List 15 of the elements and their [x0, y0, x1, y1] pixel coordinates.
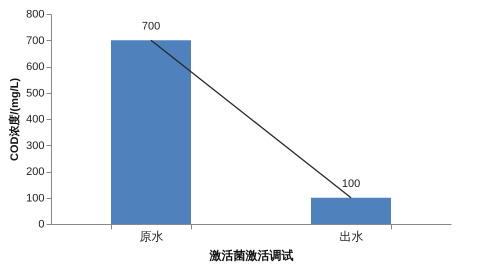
- data-label: 700: [142, 20, 160, 32]
- y-tick-label: 600: [26, 61, 44, 73]
- y-tick-label: 0: [38, 218, 44, 230]
- x-tick-label: 原水: [140, 230, 164, 244]
- y-tick-label: 300: [26, 140, 44, 152]
- y-tick-label: 500: [26, 87, 44, 100]
- y-tick-label: 200: [26, 166, 44, 178]
- x-tick-label: 出水: [340, 230, 364, 244]
- y-tick-label: 800: [26, 8, 44, 20]
- y-tick-label: 700: [26, 34, 44, 47]
- y-axis-title: COD浓度/(mg/L): [8, 78, 22, 162]
- y-tick-label: 100: [26, 192, 44, 204]
- y-tick-label: 400: [26, 114, 44, 126]
- data-label: 100: [342, 178, 360, 190]
- x-axis-title: 激活菌激活调试: [208, 248, 294, 262]
